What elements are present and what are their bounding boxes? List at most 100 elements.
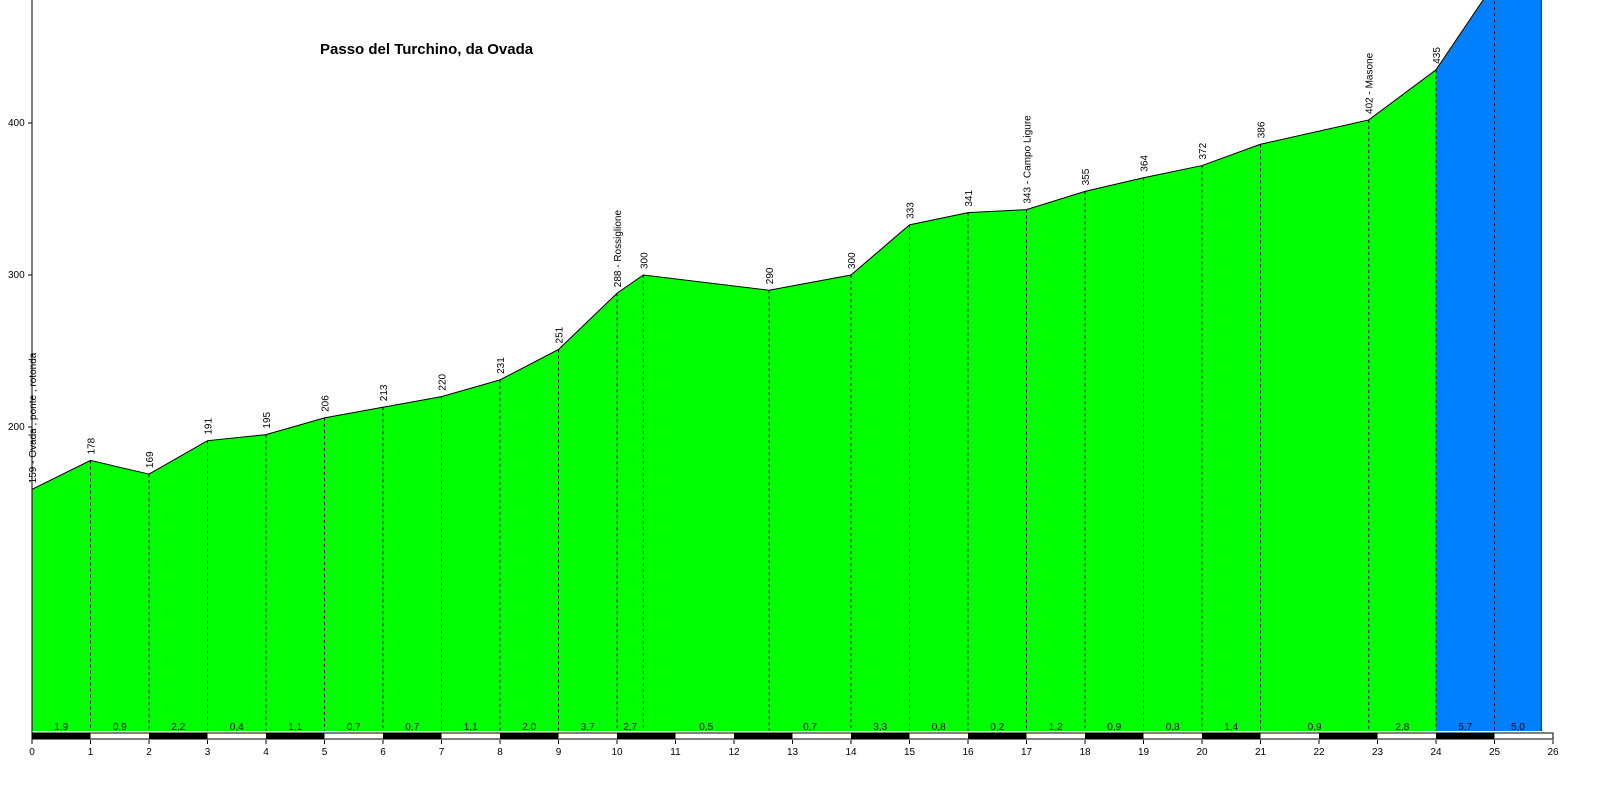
km-scale-bar xyxy=(31,732,1554,740)
altitude-label: 195 xyxy=(262,411,273,428)
profile-line xyxy=(31,0,1484,490)
altitude-label: 169 xyxy=(145,451,156,468)
altitude-label: 402 - Masone xyxy=(1365,52,1376,114)
x-tick-label: 4 xyxy=(263,747,269,758)
gradient-label: 1,1 xyxy=(464,722,478,733)
profile-outline xyxy=(31,0,1542,731)
scale-bar-segment xyxy=(266,733,325,739)
x-tick-label: 1 xyxy=(88,747,94,758)
y-tick-label: 200 xyxy=(8,422,25,433)
gradient-label: 3,3 xyxy=(873,722,887,733)
altitude-label: 231 xyxy=(496,357,507,374)
y-tick-label: 400 xyxy=(8,118,25,129)
km-dashed-lines xyxy=(90,0,1495,731)
gradient-label: 0,9 xyxy=(113,722,127,733)
altitude-label: 213 xyxy=(379,384,390,401)
chart-title: Passo del Turchino, da Ovada xyxy=(320,41,534,58)
altitude-label: 178 xyxy=(87,437,98,454)
axes: 2003004005006000123456789101112131415161… xyxy=(8,0,1559,758)
x-tick-label: 3 xyxy=(205,747,211,758)
scale-bar-segment xyxy=(734,733,793,739)
x-tick-label: 19 xyxy=(1138,747,1150,758)
altitude-label: 386 xyxy=(1257,121,1268,138)
x-tick-label: 2 xyxy=(146,747,152,758)
x-tick-label: 14 xyxy=(845,747,857,758)
x-tick-label: 21 xyxy=(1255,747,1267,758)
gradient-label: 5,7 xyxy=(1458,722,1472,733)
altitude-label: 364 xyxy=(1140,155,1151,172)
gradient-label: 0,7 xyxy=(347,722,361,733)
scale-bar-segment xyxy=(1202,733,1261,739)
x-tick-label: 9 xyxy=(556,747,562,758)
x-tick-label: 0 xyxy=(29,747,35,758)
scale-bar-segment xyxy=(968,733,1027,739)
gradient-label: 5,0 xyxy=(1511,722,1525,733)
x-tick-label: 13 xyxy=(787,747,799,758)
altitude-label: 290 xyxy=(765,267,776,284)
altitude-label: 300 xyxy=(639,252,650,269)
gradient-label: 0,9 xyxy=(1308,722,1322,733)
gradient-label: 1,4 xyxy=(1224,722,1238,733)
gradient-label: 1,2 xyxy=(1049,722,1063,733)
point-labels: 1,9 0,9 2,2 0,4 1,1 0,7 0,7 1,1 2,0 3,7 2,7 0,5 0,7 3… xyxy=(28,47,1525,733)
y-tick-label: 300 xyxy=(8,270,25,281)
profile-area xyxy=(32,0,1542,732)
gradient-label: 2,2 xyxy=(171,722,185,733)
scale-bar-segment xyxy=(1436,733,1495,739)
x-tick-label: 6 xyxy=(380,747,386,758)
x-tick-label: 26 xyxy=(1547,747,1559,758)
x-tick-label: 12 xyxy=(728,747,740,758)
gradient-label: 0,5 xyxy=(699,722,713,733)
x-tick-label: 7 xyxy=(439,747,445,758)
scale-bar-segment xyxy=(383,733,442,739)
gradient-label: 0,8 xyxy=(932,722,946,733)
scale-bar-segment xyxy=(851,733,910,739)
x-tick-label: 16 xyxy=(962,747,974,758)
altitude-label: 191 xyxy=(204,418,215,435)
altitude-label: 220 xyxy=(438,373,449,390)
climb-area xyxy=(32,69,1436,732)
x-tick-label: 8 xyxy=(497,747,503,758)
gradient-label: 0,2 xyxy=(990,722,1004,733)
x-tick-label: 10 xyxy=(611,747,623,758)
x-tick-label: 24 xyxy=(1430,747,1442,758)
gradient-label: 0,8 xyxy=(1166,722,1180,733)
x-tick-label: 20 xyxy=(1196,747,1208,758)
gradient-label: 2,0 xyxy=(522,722,536,733)
gradient-label: 0,7 xyxy=(803,722,817,733)
altitude-label: 372 xyxy=(1198,142,1209,159)
x-tick-label: 15 xyxy=(904,747,916,758)
altitude-label: 341 xyxy=(964,190,975,207)
altitude-label: 288 - Rossiglione xyxy=(613,210,624,288)
altitude-label: 343 - Campo Ligure xyxy=(1023,115,1034,204)
scale-bar-segment xyxy=(500,733,559,739)
altitude-label: 251 xyxy=(555,326,566,343)
gradient-label: 1,9 xyxy=(54,722,68,733)
altitude-label: 355 xyxy=(1081,168,1092,185)
altitude-label: 333 xyxy=(906,202,917,219)
scale-bar-segment xyxy=(1319,733,1378,739)
altitude-label: 435 xyxy=(1432,47,1443,64)
x-tick-label: 22 xyxy=(1313,747,1325,758)
gradient-label: 0,9 xyxy=(1107,722,1121,733)
gradient-label: 2,7 xyxy=(623,722,637,733)
gradient-label: 2,8 xyxy=(1395,722,1409,733)
altitude-label: 300 xyxy=(847,252,858,269)
x-tick-label: 11 xyxy=(670,747,681,758)
x-tick-label: 25 xyxy=(1489,747,1501,758)
x-tick-label: 5 xyxy=(322,747,328,758)
x-tick-label: 17 xyxy=(1021,747,1033,758)
x-tick-label: 18 xyxy=(1079,747,1091,758)
scale-bar-segment xyxy=(1085,733,1144,739)
altitude-label: 206 xyxy=(321,395,332,412)
scale-bar-segment xyxy=(617,733,676,739)
gradient-label: 0,4 xyxy=(230,722,244,733)
scale-bar-segment xyxy=(32,733,91,739)
gradient-label: 1,1 xyxy=(288,722,302,733)
summit-area xyxy=(1436,0,1542,731)
scale-bar-segment xyxy=(149,733,208,739)
gradient-label: 0,7 xyxy=(405,722,419,733)
gradient-label: 3,7 xyxy=(581,722,595,733)
x-tick-label: 23 xyxy=(1372,747,1384,758)
